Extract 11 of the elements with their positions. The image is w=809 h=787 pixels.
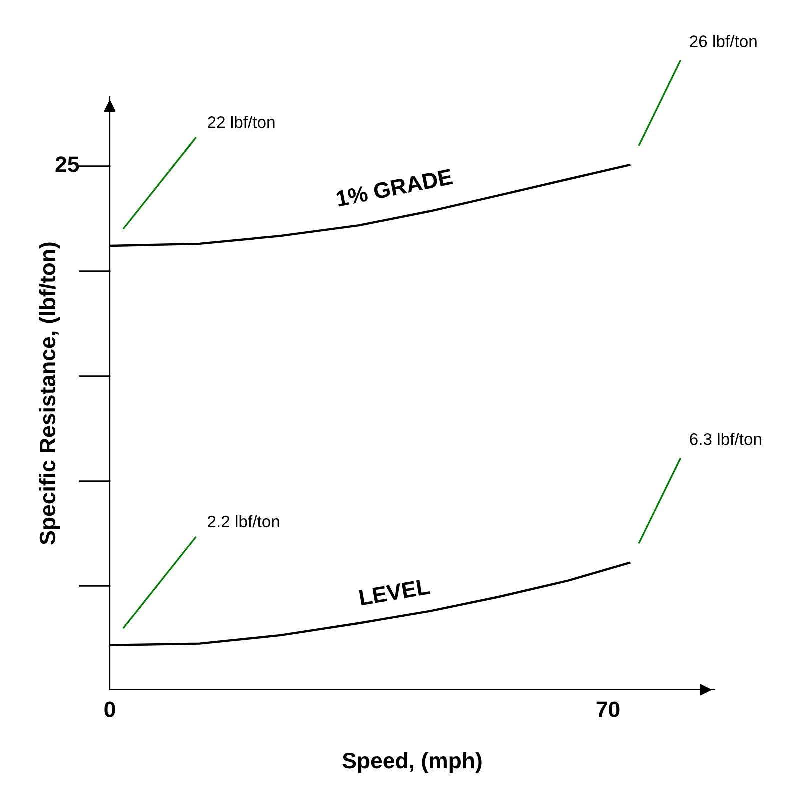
text: LEVEL	[359, 578, 430, 606]
text: 22 lbf/ton	[208, 116, 275, 128]
text: 1% GRADE	[336, 168, 454, 207]
text: 26 lbf/ton	[690, 35, 757, 48]
annotation: 6.3 lbf/ton	[690, 433, 762, 446]
x-axis-title: Speed, (mph)	[342, 752, 482, 774]
x-tick-label: 70	[596, 702, 620, 718]
text: 25	[56, 156, 80, 172]
x-tick-label: 0	[104, 702, 116, 718]
annotation: 2.2 lbf/ton	[208, 515, 280, 528]
y-axis-title: Specific Resistance, (lbf/ton)	[39, 242, 60, 545]
